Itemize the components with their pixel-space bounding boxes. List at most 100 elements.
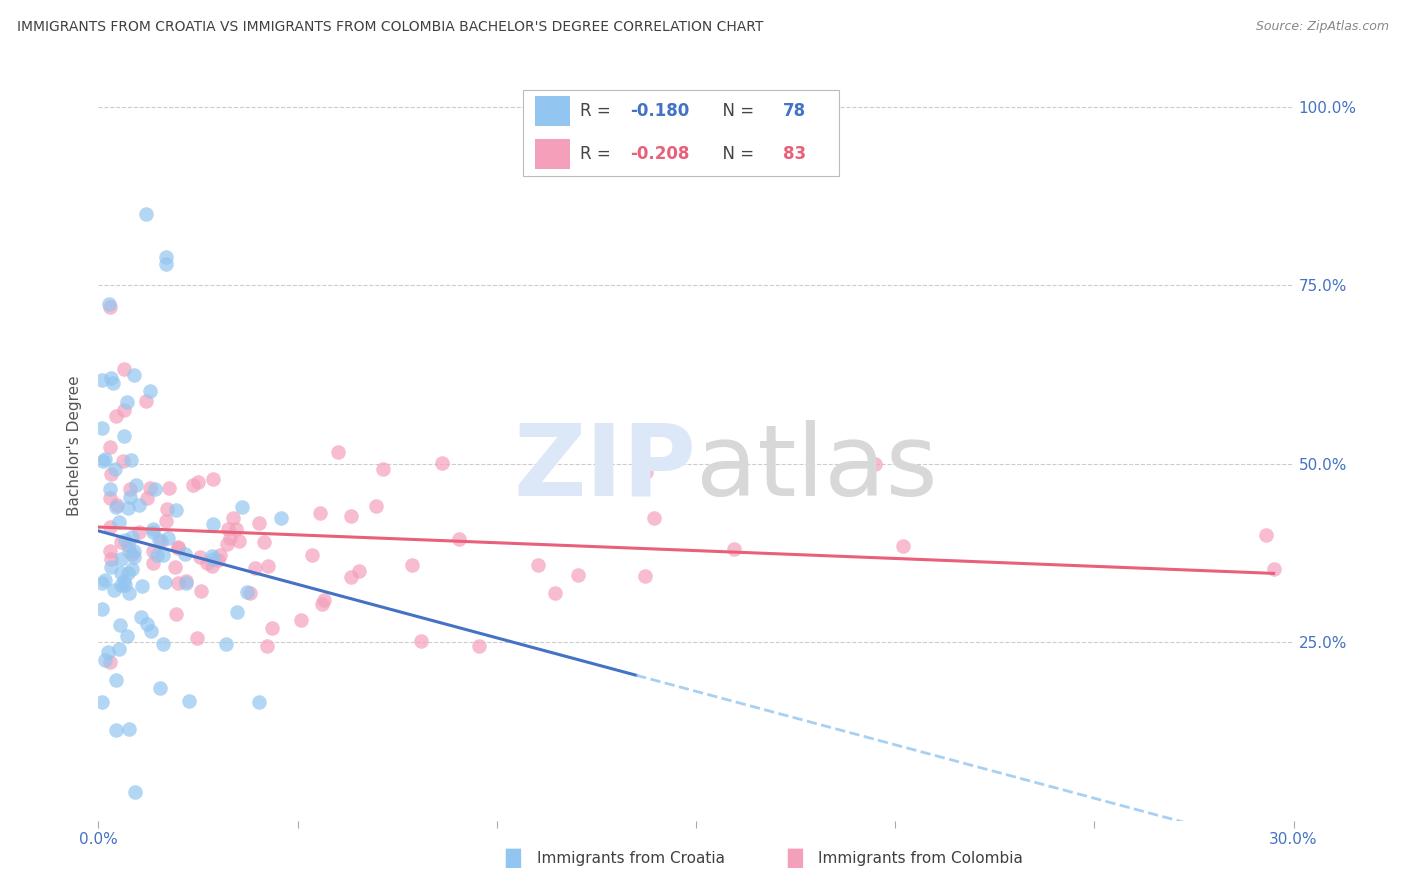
Point	[122, 543, 145, 558]
Point	[145, 482, 167, 496]
Point	[120, 453, 142, 467]
Point	[165, 559, 187, 574]
Text: █: █	[787, 848, 801, 868]
Point	[98, 543, 122, 558]
Point	[165, 503, 187, 517]
Point	[117, 394, 139, 409]
Point	[201, 473, 224, 487]
Point	[468, 639, 491, 653]
Text: IMMIGRANTS FROM CROATIA VS IMMIGRANTS FROM COLOMBIA BACHELOR'S DEGREE CORRELATIO: IMMIGRANTS FROM CROATIA VS IMMIGRANTS FR…	[17, 20, 763, 34]
Point	[107, 642, 129, 657]
Text: 83: 83	[783, 145, 806, 162]
Point	[181, 477, 204, 491]
Text: Immigrants from Colombia: Immigrants from Colombia	[818, 851, 1024, 865]
Point	[723, 541, 745, 556]
Point	[166, 541, 188, 556]
Point	[117, 566, 139, 581]
Point	[124, 785, 146, 799]
Point	[135, 617, 157, 632]
Point	[114, 578, 136, 592]
Point	[177, 694, 200, 708]
Point	[108, 515, 131, 529]
Point	[190, 584, 212, 599]
Point	[165, 607, 187, 622]
Point	[544, 586, 567, 600]
Point	[155, 250, 177, 264]
Point	[100, 371, 122, 385]
Point	[253, 534, 276, 549]
Point	[98, 491, 122, 505]
Point	[231, 500, 253, 514]
Point	[311, 597, 333, 611]
Point	[105, 409, 128, 424]
Point	[447, 532, 470, 546]
Point	[290, 613, 312, 627]
Point	[105, 498, 128, 512]
Point	[256, 558, 278, 573]
Text: █: █	[506, 848, 520, 868]
Point	[301, 548, 323, 562]
Point	[215, 537, 238, 551]
Text: Immigrants from Croatia: Immigrants from Croatia	[537, 851, 725, 865]
Point	[207, 553, 229, 567]
Point	[247, 695, 270, 709]
Point	[112, 361, 135, 376]
Point	[98, 655, 122, 669]
Point	[100, 467, 122, 481]
Point	[112, 574, 135, 588]
Point	[91, 695, 114, 709]
Point	[226, 605, 249, 619]
Point	[411, 634, 433, 648]
Point	[115, 629, 138, 643]
Point	[105, 723, 128, 738]
Point	[91, 454, 114, 468]
Point	[141, 624, 163, 638]
Point	[139, 481, 162, 495]
Point	[98, 520, 122, 534]
Point	[202, 551, 225, 566]
Point	[142, 522, 165, 536]
Point	[195, 557, 218, 571]
Point	[262, 621, 284, 635]
Point	[340, 570, 363, 584]
Point	[103, 583, 125, 598]
Point	[128, 525, 150, 540]
Y-axis label: Bachelor's Degree: Bachelor's Degree	[67, 376, 83, 516]
Point	[150, 533, 173, 548]
Point	[157, 481, 180, 495]
Text: R =: R =	[581, 102, 616, 120]
Text: R =: R =	[581, 145, 616, 162]
Point	[118, 586, 141, 600]
Point	[312, 593, 335, 607]
Text: N =: N =	[711, 145, 759, 162]
Point	[120, 490, 142, 504]
Point	[432, 456, 454, 470]
Point	[865, 457, 887, 471]
Point	[98, 482, 121, 496]
Point	[121, 530, 143, 544]
Point	[100, 552, 122, 566]
Point	[138, 384, 160, 398]
Point	[110, 577, 132, 591]
Point	[187, 475, 209, 489]
Point	[108, 618, 131, 632]
Point	[128, 498, 150, 512]
Point	[228, 533, 250, 548]
Point	[97, 645, 120, 659]
Point	[152, 548, 174, 562]
Text: 78: 78	[783, 102, 806, 120]
Text: ZIP: ZIP	[513, 420, 696, 517]
Point	[112, 429, 135, 443]
Text: -0.208: -0.208	[630, 145, 689, 162]
Text: Source: ZipAtlas.com: Source: ZipAtlas.com	[1256, 20, 1389, 33]
Point	[121, 562, 143, 576]
Text: N =: N =	[711, 102, 759, 120]
Point	[567, 568, 589, 582]
Point	[117, 544, 139, 558]
Point	[239, 585, 262, 599]
Point	[135, 207, 157, 221]
FancyBboxPatch shape	[523, 90, 839, 177]
Point	[122, 368, 145, 382]
Point	[249, 516, 271, 531]
Point	[135, 394, 157, 409]
